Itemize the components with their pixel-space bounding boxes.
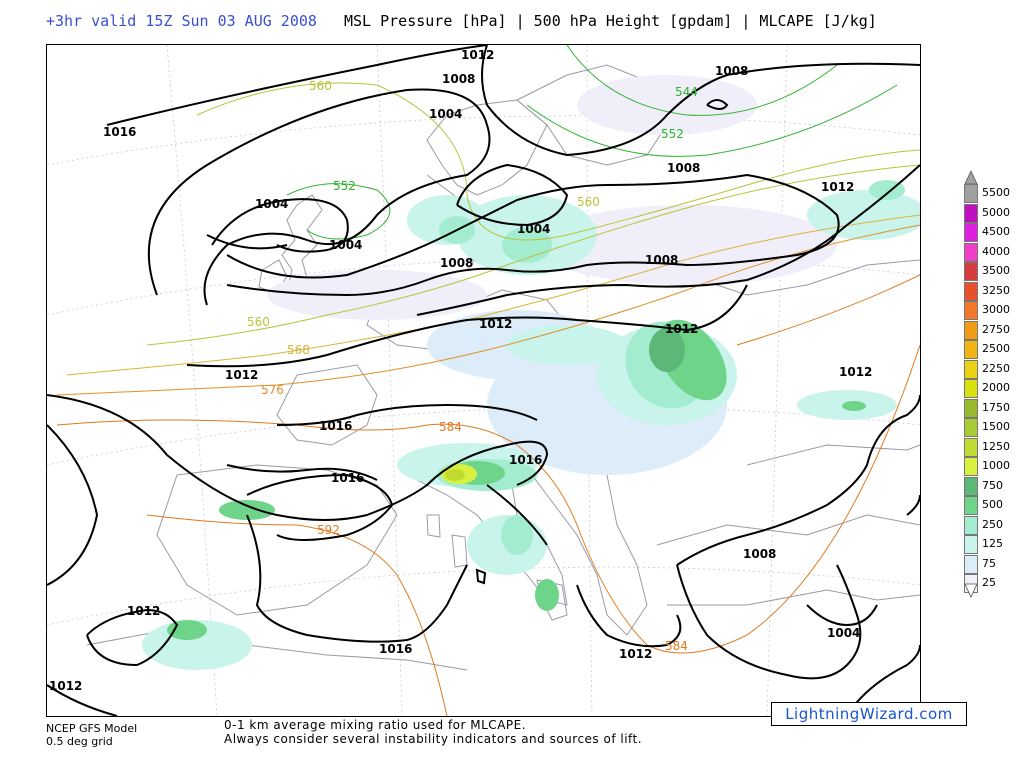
height-label: 560 [309, 79, 332, 93]
scale-bottom-arrow-icon [964, 583, 978, 598]
height-label: 552 [333, 179, 356, 193]
scale-label: 3000 [982, 303, 1010, 316]
isobar-labels: 1012 1008 1004 1016 1004 1004 1008 1008 … [49, 48, 872, 693]
scale-label: 1000 [982, 459, 1010, 472]
height-label: 552 [661, 127, 684, 141]
height-label: 560 [577, 195, 600, 209]
height-labels: 560 544 552 552 560 560 568 576 584 592 … [247, 79, 698, 653]
isobar-label: 1012 [461, 48, 494, 62]
scale-swatch [964, 281, 978, 301]
scale-label: 4500 [982, 225, 1010, 238]
scale-label: 750 [982, 478, 1003, 492]
isobar-label: 1012 [127, 604, 160, 618]
weather-map[interactable]: 1012 1008 1004 1016 1004 1004 1008 1008 … [46, 44, 921, 717]
map-canvas: 1012 1008 1004 1016 1004 1004 1008 1008 … [47, 45, 920, 716]
isobar-label: 1012 [619, 647, 652, 661]
scale-label: 75 [982, 556, 996, 570]
scale-label: 5500 [982, 186, 1010, 199]
scale-swatch [964, 203, 978, 223]
note-line-2: Always consider several instability indi… [224, 732, 643, 746]
scale-swatch [964, 535, 978, 554]
height-label: 576 [261, 383, 284, 397]
isobar-label: 1004 [429, 107, 462, 121]
scale-swatch [964, 320, 978, 340]
isobar-label: 1004 [329, 238, 362, 252]
isobar-label: 1012 [839, 365, 872, 379]
isobar-label: 1004 [255, 197, 288, 211]
model-name: NCEP GFS Model [46, 722, 138, 735]
height-contours [56, 45, 920, 716]
valid-time-title: +3hr valid 15Z Sun 03 AUG 2008 [46, 12, 317, 30]
isobars [47, 45, 920, 716]
scale-swatch [964, 476, 978, 496]
isobar-label: 1012 [225, 368, 258, 382]
scale-label: 1750 [982, 400, 1010, 414]
scale-label: 2250 [982, 361, 1010, 375]
isobar-label: 1012 [821, 180, 854, 194]
scale-swatch [964, 340, 978, 359]
isobar-label: 1012 [49, 679, 82, 693]
isobar-label: 1008 [440, 256, 473, 270]
mlcape-color-scale: 5500 5000 4500 4000 3500 3250 3000 2750 2500 2250… [964, 170, 1024, 600]
isobar-label: 1016 [103, 125, 136, 139]
isobar-label: 1016 [379, 642, 412, 656]
graticule [47, 45, 920, 716]
height-label: 584 [439, 420, 462, 434]
scale-label: 2000 [982, 381, 1010, 394]
scale-swatch [964, 262, 978, 281]
isobar-label: 1008 [667, 161, 700, 175]
scale-label: 1500 [982, 420, 1010, 433]
scale-swatch [964, 418, 978, 437]
isobar-label: 1008 [645, 253, 678, 267]
scale-label: 3500 [982, 264, 1010, 277]
isobar-label: 1016 [319, 419, 352, 433]
scale-swatch [964, 515, 978, 535]
isobar-label: 1008 [743, 547, 776, 561]
isobar-label: 1008 [715, 64, 748, 78]
scale-swatch [964, 398, 978, 418]
scale-swatch [964, 223, 978, 242]
height-label: 560 [247, 315, 270, 329]
scale-swatch [964, 554, 978, 574]
mlcape-shading [142, 75, 920, 670]
scale-label: 3250 [982, 283, 1010, 297]
height-label: 568 [287, 343, 310, 357]
scale-swatch [964, 242, 978, 262]
isobar-label: 1012 [479, 317, 512, 331]
height-label: 592 [317, 523, 340, 537]
isobar-label: 1016 [509, 453, 542, 467]
scale-swatch [964, 457, 978, 476]
scale-swatch [964, 379, 978, 398]
height-label: 584 [665, 639, 688, 653]
scale-label: 5000 [982, 205, 1010, 219]
scale-label: 2500 [982, 342, 1010, 355]
isobar-label: 1008 [442, 72, 475, 86]
height-label: 544 [675, 85, 698, 99]
note-line-1: 0-1 km average mixing ratio used for MLC… [224, 718, 527, 732]
scale-label: 500 [982, 498, 1003, 511]
scale-label: 25 [982, 576, 996, 589]
isobar-label: 1016 [331, 471, 364, 485]
scale-swatch [964, 359, 978, 379]
model-grid: 0.5 deg grid [46, 735, 113, 748]
model-info: NCEP GFS Model 0.5 deg grid [46, 722, 137, 748]
scale-label: 125 [982, 537, 1003, 550]
scale-label: 4000 [982, 244, 1010, 258]
isobar-label: 1012 [665, 322, 698, 336]
isobar-label: 1004 [517, 222, 550, 236]
scale-swatch [964, 301, 978, 320]
isobar-label: 1004 [827, 626, 860, 640]
brand-link[interactable]: LightningWizard.com [771, 702, 967, 726]
scale-label: 250 [982, 517, 1003, 531]
scale-swatch [964, 437, 978, 457]
scale-label: 1250 [982, 439, 1010, 453]
scale-label: 2750 [982, 322, 1010, 336]
fields-title: MSL Pressure [hPa] | 500 hPa Height [gpd… [344, 12, 877, 30]
scale-swatch [964, 496, 978, 515]
footer-note: 0-1 km average mixing ratio used for MLC… [224, 718, 642, 746]
scale-swatch [964, 184, 978, 203]
